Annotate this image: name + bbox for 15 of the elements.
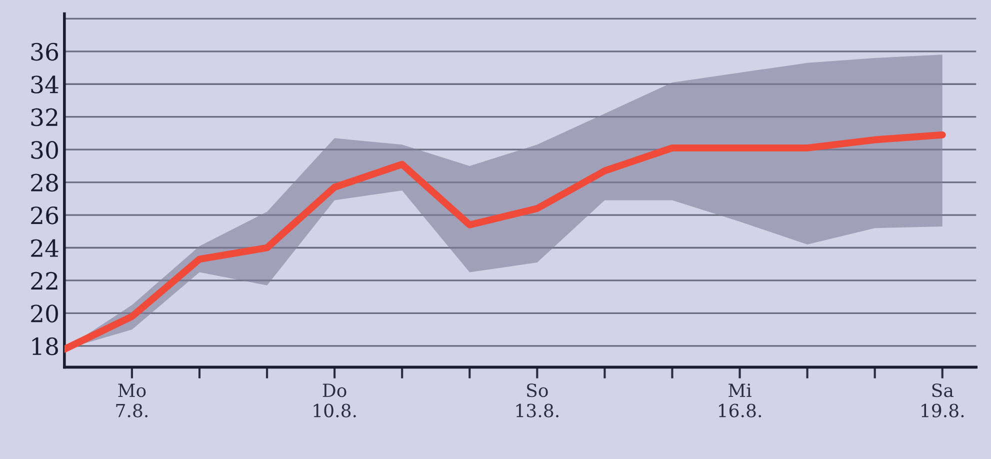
y-tick-label: 32 (31, 108, 58, 126)
y-tick-label: 18 (32, 337, 58, 356)
y-tick-label: 34 (31, 76, 58, 94)
x-tick-label: Sa 19.8. (922, 383, 964, 418)
y-tick-label: 28 (31, 174, 58, 192)
x-tick-label: So 13.8. (516, 383, 558, 418)
y-tick-label: 20 (31, 304, 58, 323)
x-tick-label: Do 10.8. (314, 384, 356, 418)
y-tick-label: 30 (31, 141, 58, 159)
x-tick-label: Mo 7.8. (116, 384, 148, 418)
y-tick-label: 36 (31, 42, 58, 61)
x-tick-label: Mi 16.8. (718, 384, 762, 418)
y-tick-label: 26 (31, 206, 58, 224)
y-tick-label: 24 (31, 239, 58, 257)
y-tick-label: 22 (31, 272, 58, 290)
